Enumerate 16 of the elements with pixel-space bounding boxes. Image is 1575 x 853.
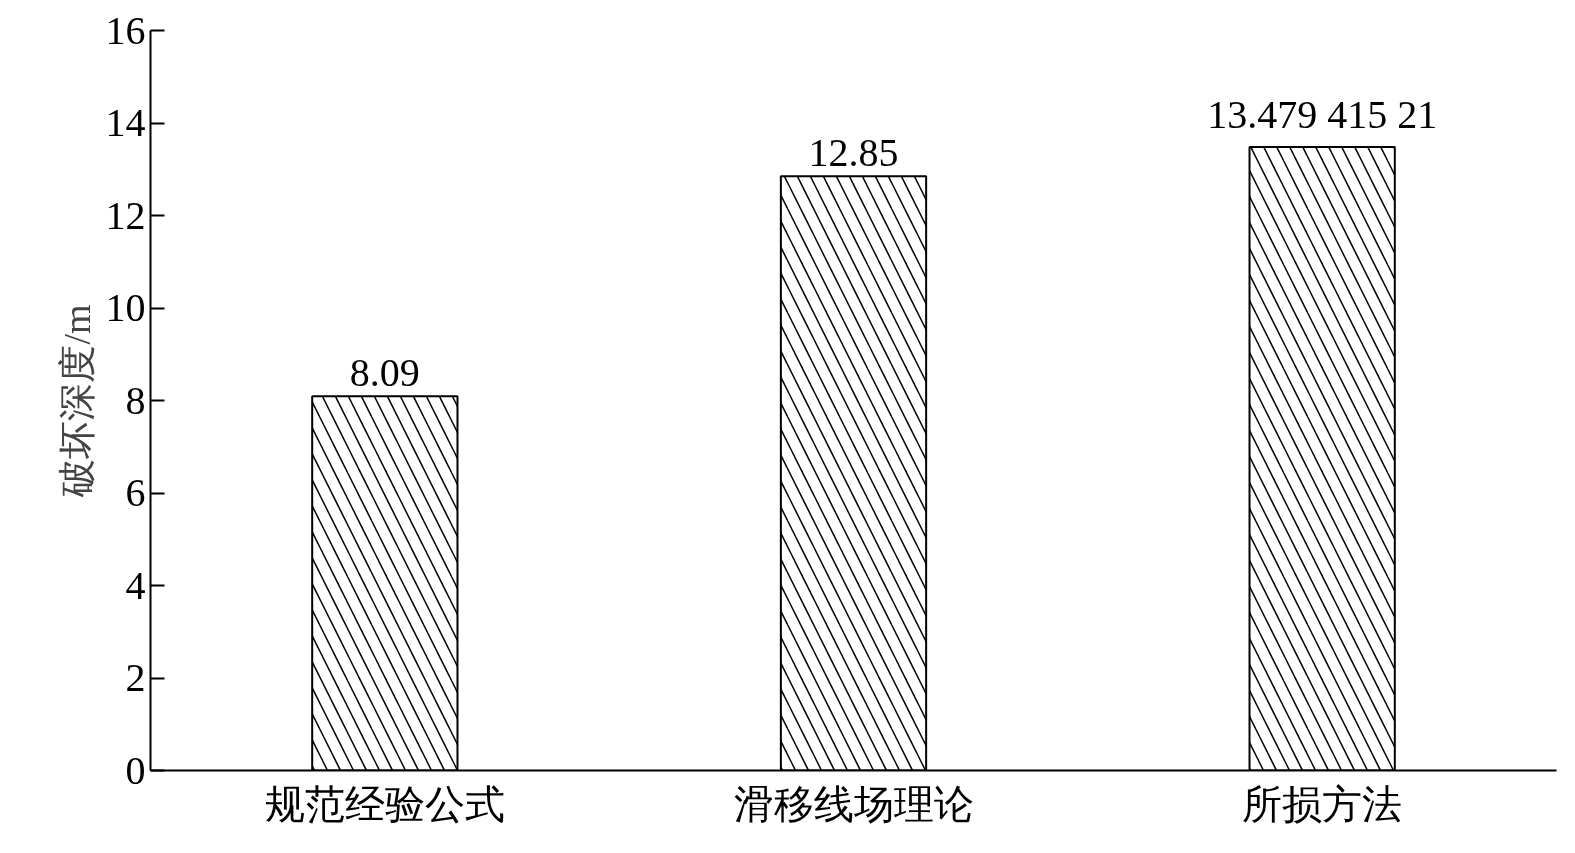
y-tick-label: 8 <box>125 377 146 423</box>
y-tick-label: 2 <box>125 655 146 700</box>
y-tick-label: 12 <box>105 192 146 238</box>
data-label: 8.09 <box>349 350 420 396</box>
data-label: 12.85 <box>808 130 899 176</box>
x-tick-label: 所损方法 <box>1242 781 1403 827</box>
y-tick-label: 14 <box>105 100 146 145</box>
y-tick-label: 10 <box>105 285 146 330</box>
y-tick-label: 4 <box>125 562 146 608</box>
y-tick-label: 0 <box>125 747 146 793</box>
data-label: 13.479 415 21 <box>1207 92 1438 138</box>
y-axis-title: 破坏深度/m <box>55 304 98 498</box>
y-tick-label: 6 <box>125 470 146 515</box>
x-tick-label: 滑移线场理论 <box>733 781 974 827</box>
y-tick-label: 16 <box>105 7 146 53</box>
x-tick-label: 规范经验公式 <box>264 781 505 827</box>
